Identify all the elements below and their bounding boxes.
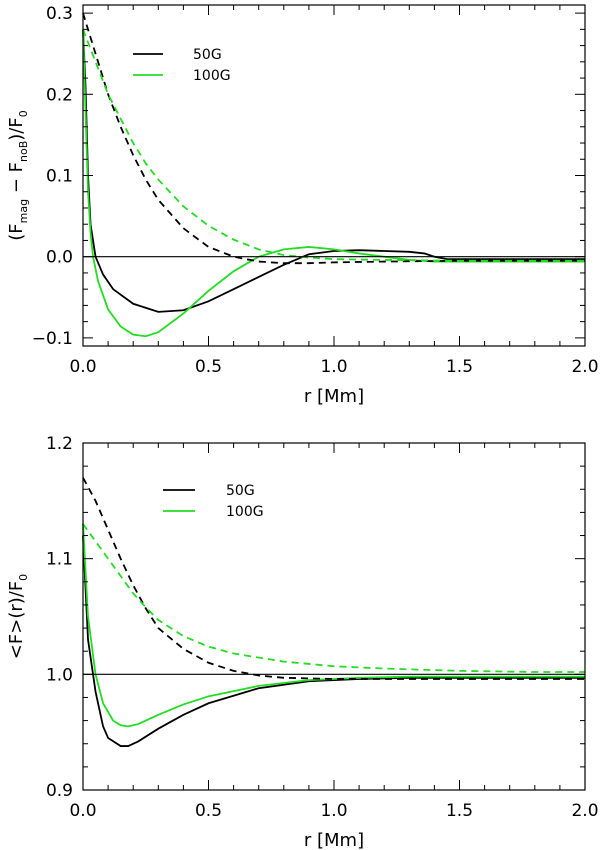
top-series-layer: [82, 12, 585, 338]
bottom-legend-label-100g: 100G: [226, 504, 264, 520]
bottom-ticks-layer: 0.0 0.5 1.0 1.5 2.0 0.9 1.0 1.1 1.2: [46, 434, 599, 821]
top-x-tick-label: 2.0: [571, 357, 598, 377]
top-plot-frame: [82, 4, 586, 347]
bottom-y-tick-label: 1.1: [46, 550, 73, 570]
top-y-tick-label: 0.0: [46, 248, 73, 268]
top-legend: 50G 100G: [133, 47, 231, 84]
bottom-x-tick-label: 0.0: [69, 801, 96, 821]
bottom-x-tick-label: 0.5: [195, 801, 222, 821]
bottom-series-50g-dashed: [82, 477, 585, 680]
top-y-tick-label: 0.2: [46, 85, 73, 105]
top-ticks-layer: 0.0 0.5 1.0 1.5 2.0 −0.1 0.0 0.1 0.2 0.3: [32, 4, 599, 377]
bottom-series-100g-solid: [82, 523, 585, 728]
top-y-tick-label: 0.1: [46, 167, 73, 187]
bottom-x-axis-title: r [Mm]: [304, 830, 364, 850]
bottom-x-tick-label: 1.5: [446, 801, 473, 821]
bottom-x-tick-label: 2.0: [571, 801, 598, 821]
bottom-series-layer: [82, 477, 585, 747]
top-legend-label-50g: 50G: [193, 47, 222, 63]
bottom-y-tick-label: 1.0: [46, 665, 73, 685]
top-y-title-part: )/F: [6, 117, 27, 140]
top-x-tick-label: 1.5: [446, 357, 473, 377]
top-x-tick-label: 0.5: [195, 357, 222, 377]
top-series-50g-dashed: [82, 12, 585, 265]
bottom-series-100g-dashed: [82, 523, 585, 673]
top-y-axis-title: (Fmag − FnoB)/F0: [6, 110, 30, 240]
top-y-tick-label: 0.3: [46, 4, 73, 24]
top-x-tick-label: 1.0: [320, 357, 347, 377]
top-y-title-subscript: mag: [17, 199, 30, 223]
bottom-y-title-part: <F>(r)/F: [6, 581, 27, 659]
top-legend-label-100g: 100G: [193, 68, 231, 84]
bottom-y-title-subscript: 0: [17, 574, 30, 581]
bottom-y-tick-label: 0.9: [46, 781, 73, 801]
bottom-y-tick-label: 1.2: [46, 434, 73, 454]
bottom-legend: 50G 100G: [163, 483, 264, 520]
top-x-tick-label: 0.0: [69, 357, 96, 377]
top-y-title-subscript: 0: [17, 110, 30, 117]
bottom-legend-label-50g: 50G: [226, 483, 255, 499]
top-panel: 0.0 0.5 1.0 1.5 2.0 −0.1 0.0 0.1 0.2 0.3 r [Mm] (…: [6, 4, 599, 407]
bottom-y-axis-title: <F>(r)/F0: [6, 574, 30, 659]
bottom-x-tick-label: 1.0: [320, 801, 347, 821]
bottom-plot-frame: [82, 442, 586, 791]
top-x-axis-title: r [Mm]: [304, 386, 364, 407]
top-series-100g-dashed: [82, 29, 585, 262]
top-series-50g-solid: [82, 29, 585, 313]
top-y-title-subscript: noB: [17, 141, 30, 162]
bottom-panel: 0.0 0.5 1.0 1.5 2.0 0.9 1.0 1.1 1.2 r [Mm] <F>(r…: [6, 434, 599, 850]
top-y-title-part: − F: [6, 162, 27, 199]
top-y-tick-label: −0.1: [32, 329, 73, 349]
top-y-title-part: (F: [6, 223, 27, 240]
